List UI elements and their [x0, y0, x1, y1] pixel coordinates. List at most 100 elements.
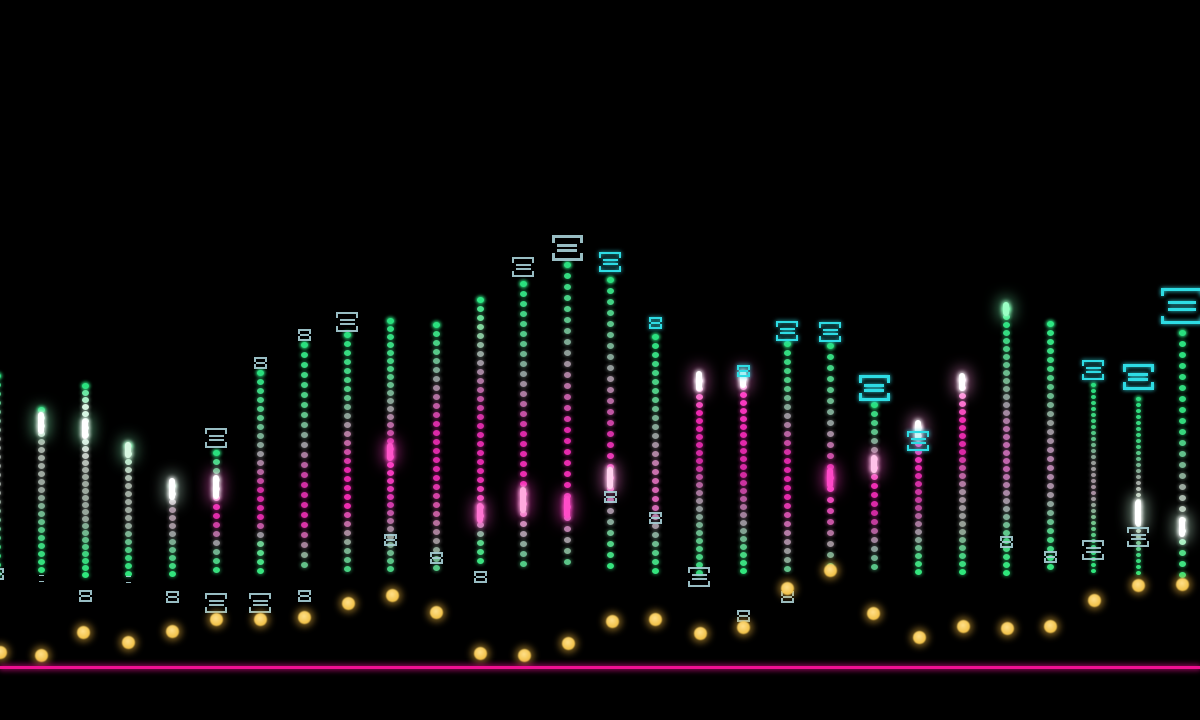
particle-dot	[1002, 402, 1010, 409]
particle-dot	[1178, 396, 1186, 403]
particle-dot	[212, 522, 220, 529]
particle-dot	[1090, 437, 1096, 442]
particle-dot	[651, 532, 659, 539]
particle-dot	[826, 398, 834, 405]
particle-dot	[958, 537, 966, 544]
floor-glow-dot	[823, 563, 837, 577]
particle-dot	[870, 420, 878, 427]
particle-dot	[37, 495, 45, 502]
particle-dot	[563, 273, 571, 280]
marker-bottom-bracket	[603, 497, 617, 503]
particle-dot	[870, 510, 878, 517]
particle-dot	[386, 526, 394, 533]
marker-bar	[80, 595, 90, 597]
floor-glow-dot	[165, 624, 179, 638]
particle-dot	[1046, 411, 1054, 418]
marker-top-bracket	[383, 534, 397, 540]
particle-dot	[1046, 501, 1054, 508]
particle-dot	[958, 569, 966, 576]
particle-dot	[783, 413, 791, 420]
particle-dot	[386, 566, 394, 573]
particle-dot	[1178, 506, 1186, 513]
marker-bottom-bracket	[1043, 557, 1057, 563]
particle-dot	[124, 507, 132, 514]
floor-glow-dot	[693, 626, 707, 640]
particle-dot	[0, 490, 1, 497]
marker-bar	[1128, 377, 1148, 381]
particle-dot	[0, 544, 1, 551]
particle-dot	[606, 387, 614, 394]
particle-dot	[343, 539, 351, 546]
marker-bar	[1085, 370, 1101, 373]
particle-dot	[300, 402, 308, 409]
particle-dot	[81, 390, 89, 397]
particle-dot	[606, 508, 614, 515]
particle-dot	[563, 383, 571, 390]
particle-dot	[1090, 449, 1096, 454]
particle-dot	[563, 416, 571, 423]
particle-dot	[606, 530, 614, 537]
particle-dot	[212, 468, 220, 475]
particle-dot	[386, 406, 394, 413]
particle-dot	[519, 401, 527, 408]
particle-dot	[1002, 514, 1010, 521]
particle-dot	[1178, 385, 1186, 392]
glow-highlight	[38, 412, 44, 434]
particle-dot	[914, 561, 922, 568]
particle-dot	[1046, 555, 1054, 562]
bracket-marker-icon	[551, 234, 583, 262]
particle-dot	[783, 566, 791, 573]
glow-highlight	[696, 371, 702, 391]
particle-dot	[343, 530, 351, 537]
particle-dot	[519, 541, 527, 548]
particle-dot	[870, 555, 878, 562]
particle-dot	[256, 505, 264, 512]
particle-dot	[300, 452, 308, 459]
particle-dot	[739, 448, 747, 455]
particle-dot	[826, 541, 834, 548]
particle-dot	[1135, 481, 1141, 486]
bracket-marker-icon	[648, 317, 662, 329]
floor-glow-dot	[912, 630, 926, 644]
particle-dot	[0, 481, 1, 488]
particle-dot	[519, 531, 527, 538]
particle-dot	[81, 397, 89, 404]
particle-dot	[124, 547, 132, 554]
particle-dot	[81, 551, 89, 558]
particle-dot	[695, 450, 703, 457]
particle-dot	[695, 466, 703, 473]
particle-dot	[1046, 402, 1054, 409]
bracket-marker-icon	[1127, 527, 1149, 547]
marker-bar	[167, 596, 177, 598]
particle-dot	[783, 368, 791, 375]
particle-dot	[1135, 487, 1141, 492]
particle-dot	[783, 431, 791, 438]
bracket-marker-icon	[205, 428, 227, 448]
particle-dot	[81, 481, 89, 488]
particle-dot	[1046, 519, 1054, 526]
particle-dot	[168, 515, 176, 522]
particle-dot	[695, 554, 703, 561]
marker-bottom-bracket	[1082, 373, 1104, 380]
particle-dot	[124, 515, 132, 522]
particle-dot	[168, 523, 176, 530]
particle-dot	[695, 490, 703, 497]
marker-bar	[1085, 547, 1101, 550]
particle-dot	[212, 540, 220, 547]
particle-dot	[651, 541, 659, 548]
particle-dot	[651, 487, 659, 494]
particle-dot	[386, 462, 394, 469]
glow-highlight	[82, 419, 88, 439]
particle-dot	[651, 523, 659, 530]
particle-dot	[914, 473, 922, 480]
bracket-marker-icon	[383, 534, 397, 546]
floor-glow-dot	[648, 612, 662, 626]
particle-dot	[651, 415, 659, 422]
particle-dot	[212, 504, 220, 511]
particle-dot	[1178, 363, 1186, 370]
particle-dot	[1046, 510, 1054, 517]
marker-top-bracket	[205, 428, 227, 434]
marker-top-bracket	[205, 593, 227, 599]
particle-dot	[1135, 415, 1141, 420]
